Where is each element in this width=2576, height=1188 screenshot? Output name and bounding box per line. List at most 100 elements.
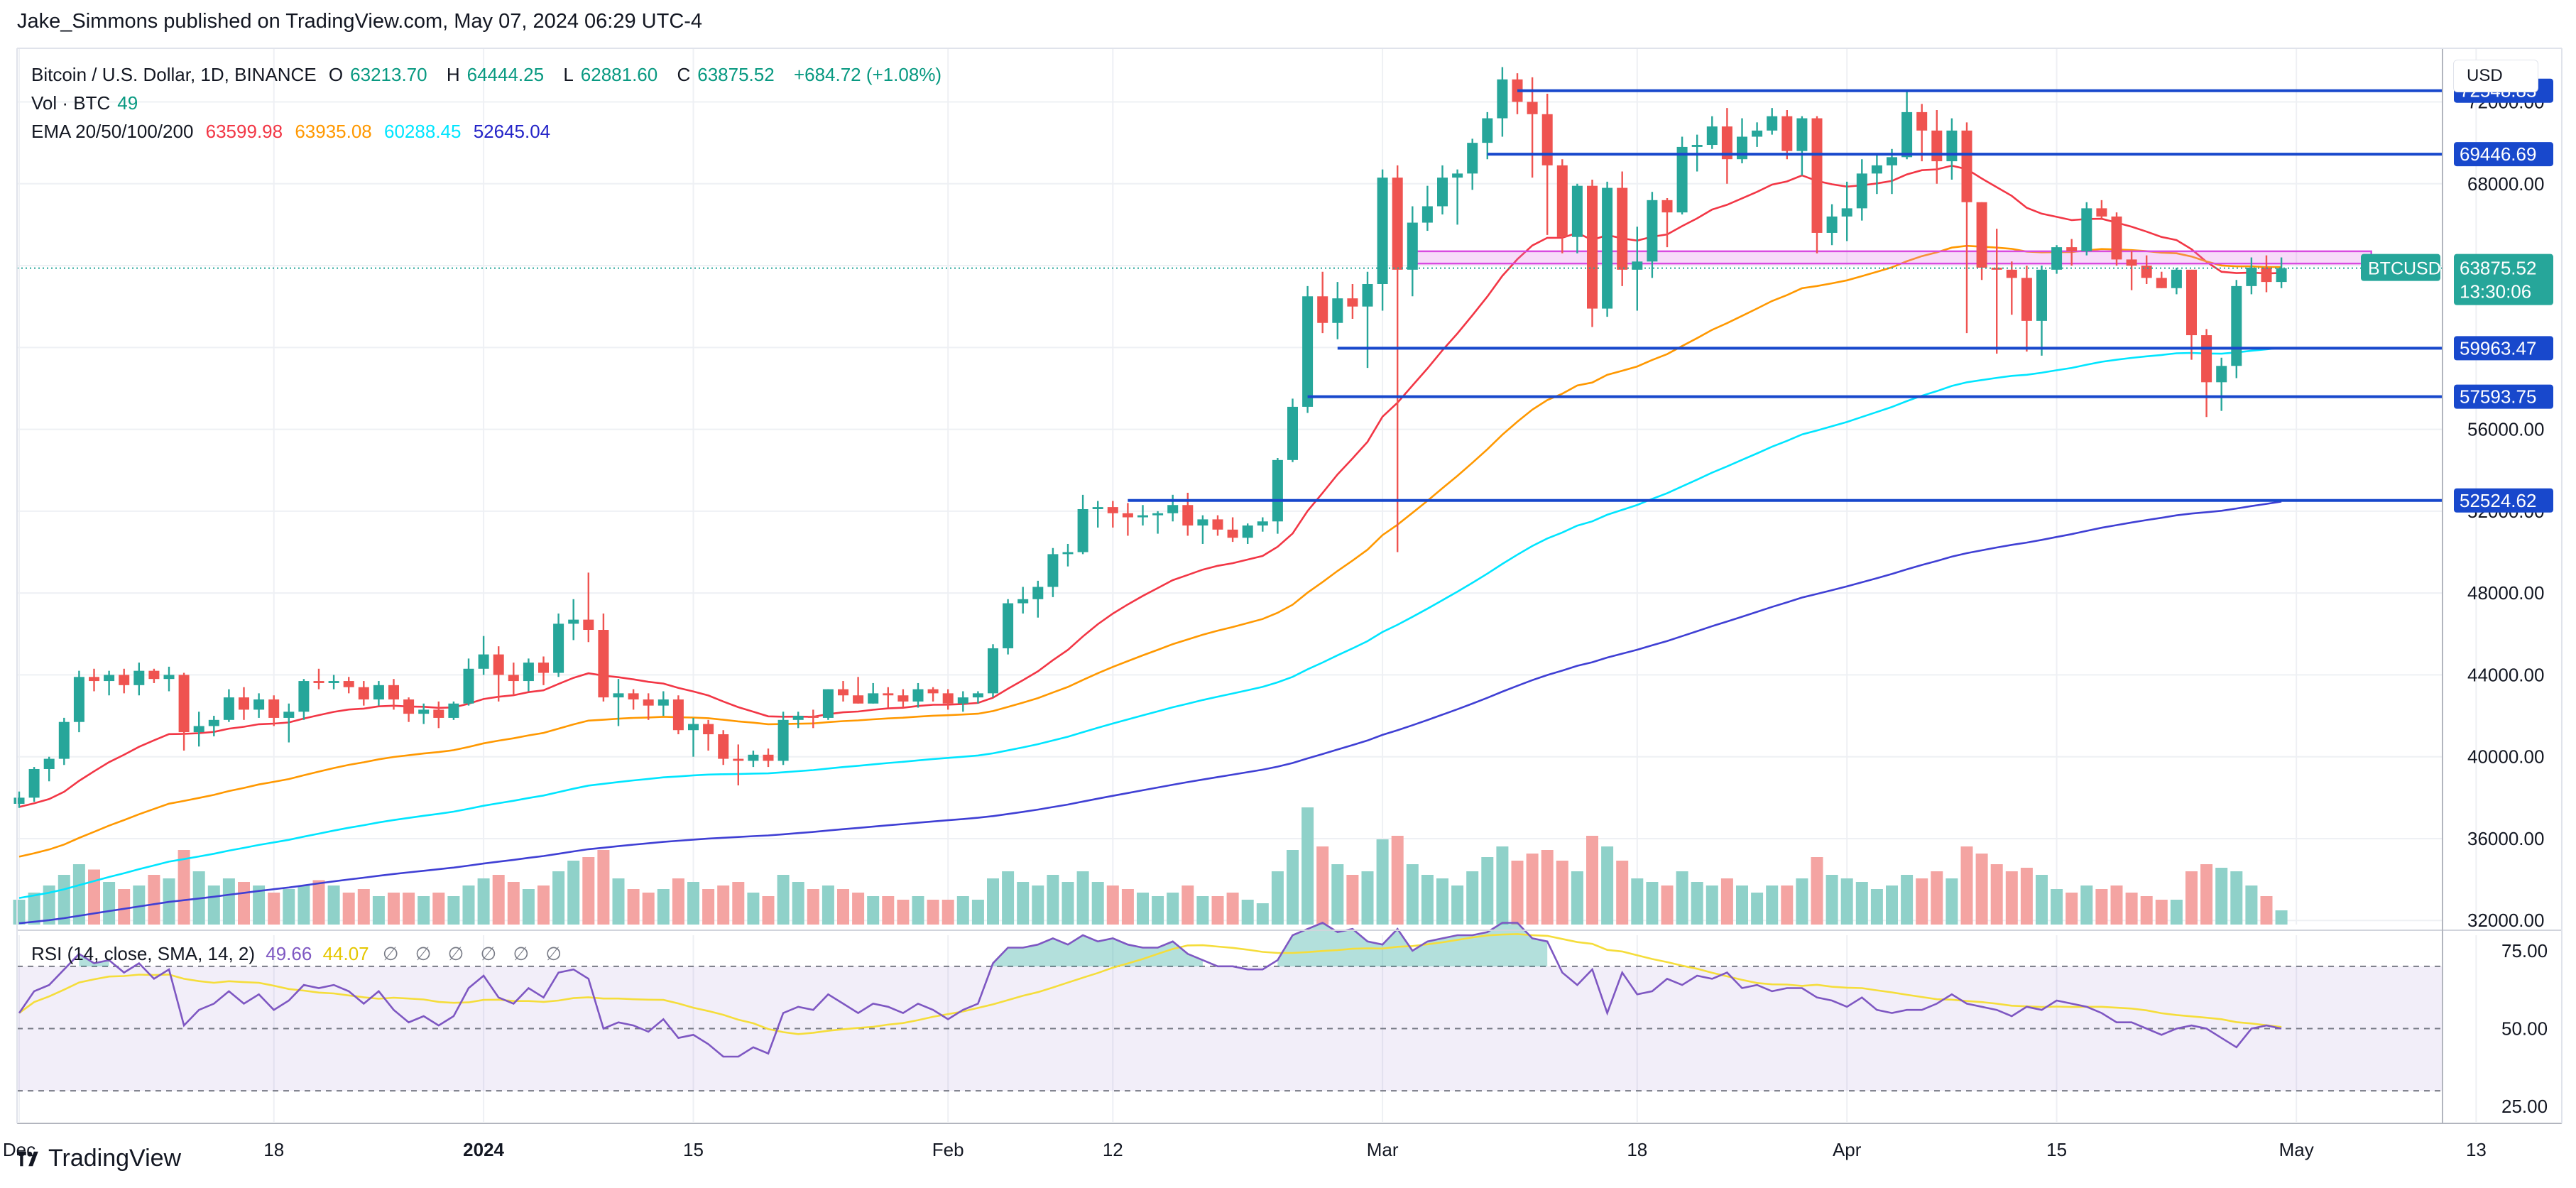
volume-bar [2200, 864, 2213, 925]
candle-body [1767, 116, 1778, 131]
na-value: ∅ [382, 943, 399, 964]
candle-body [912, 689, 924, 702]
volume-bar [2215, 868, 2228, 925]
candle-body [1781, 116, 1793, 151]
volume-bar [133, 885, 146, 925]
volume-bar [2065, 893, 2078, 925]
volume-bar [1391, 836, 1404, 925]
candle-body [1961, 130, 1972, 202]
volume-bar [1766, 885, 1779, 925]
candle-body [792, 716, 804, 720]
volume-bar [268, 893, 280, 925]
candle-body [433, 709, 444, 718]
y-tick-label: 32000.00 [2467, 910, 2544, 931]
currency-label: USD [2467, 66, 2503, 85]
candle-body [1332, 298, 1343, 323]
candle-body [1272, 459, 1283, 522]
x-tick-label: Apr [1833, 1139, 1862, 1160]
candle-body [1706, 126, 1718, 146]
candle-body [1467, 143, 1478, 174]
candle-body [1527, 102, 1538, 114]
volume-bar [1376, 839, 1389, 925]
rsi-legend[interactable]: RSI (14, close, SMA, 14, 2) 49.66 44.07 … [31, 943, 562, 965]
y-tick-label: 48000.00 [2467, 582, 2544, 604]
x-tick-label: Feb [932, 1139, 964, 1160]
candle-body [493, 654, 504, 675]
candle-body [613, 693, 624, 698]
candle-body [343, 681, 354, 687]
volume-bar [1781, 885, 1794, 925]
rsi-sma-line [18, 933, 2282, 1035]
volume-bar [238, 882, 250, 925]
candle-body [1003, 603, 1014, 648]
candle-body [1287, 406, 1298, 460]
volume-bar [1076, 871, 1089, 925]
candle-body [763, 754, 774, 761]
candle-body [1737, 136, 1747, 160]
volume-bar [1646, 882, 1659, 925]
volume-bar [2185, 871, 2198, 925]
candle-body [73, 677, 84, 722]
candle-body [1362, 283, 1373, 307]
brand-name: TradingView [48, 1145, 182, 1172]
volume-bar [1256, 903, 1269, 925]
level-price-label: 57593.75 [2460, 386, 2536, 408]
candle-body [972, 693, 983, 698]
candle-body [1661, 200, 1673, 213]
volume-bar [1616, 861, 1629, 925]
volume-bar [417, 896, 430, 925]
candle-body [1047, 554, 1059, 587]
volume-bar [2036, 875, 2048, 925]
candle-body [1946, 130, 1958, 162]
volume-bar [1945, 878, 1958, 925]
volume-bar [956, 896, 969, 925]
candle-body [838, 689, 848, 696]
volume-bar [1511, 861, 1524, 925]
candle-body [298, 681, 310, 712]
level-price-tag [2454, 488, 2553, 513]
candle-body [2081, 208, 2092, 251]
volume-legend[interactable]: Vol · BTC 49 [31, 92, 145, 114]
volume-bar [1331, 864, 1344, 925]
volume-bar [1361, 871, 1374, 925]
candle-body [1617, 187, 1628, 270]
volume-bar [207, 885, 220, 925]
volume-bar [372, 896, 385, 925]
x-tick-label: 15 [683, 1139, 704, 1160]
volume-bar [1691, 882, 1703, 925]
high-label: H [446, 64, 460, 85]
ema-line-50 [18, 244, 2282, 858]
ema-legend[interactable]: EMA 20/50/100/200 63599.98 63935.08 6028… [31, 121, 557, 143]
volume-bar [582, 857, 595, 925]
volume-bar [1796, 878, 1808, 925]
candle-body [2036, 269, 2047, 321]
volume-bar [2275, 910, 2288, 925]
candle-body [1152, 513, 1164, 516]
y-tick-label: 56000.00 [2467, 419, 2544, 440]
volume-bar [927, 900, 939, 925]
volume-bar [987, 878, 999, 925]
candle-body [583, 619, 594, 631]
rsi-line [18, 922, 2282, 1058]
rsi-band [17, 966, 2443, 1091]
currency-selector[interactable]: USD [2453, 60, 2538, 92]
candle-body [1077, 508, 1088, 552]
y-tick-label: 40000.00 [2467, 746, 2544, 768]
high-value: 64444.25 [466, 64, 545, 85]
candle-body [1841, 208, 1852, 217]
level-price-tag [2454, 142, 2553, 167]
na-value: ∅ [415, 943, 432, 964]
volume-bar [912, 896, 924, 925]
volume-bar [897, 900, 910, 925]
candle-body [313, 681, 324, 683]
candle-body [883, 693, 894, 696]
volume-bar [13, 900, 26, 925]
tradingview-logo[interactable]: TradingView [17, 1145, 181, 1172]
rsi-label: RSI (14, close, SMA, 14, 2) [31, 943, 256, 964]
symbol-title[interactable]: Bitcoin / U.S. Dollar, 1D, BINANCE [31, 64, 317, 85]
x-tick-label: Mar [1367, 1139, 1399, 1160]
volume-bar [1061, 882, 1074, 925]
candle-body [1811, 118, 1823, 233]
y-tick-label: 68000.00 [2467, 173, 2544, 195]
